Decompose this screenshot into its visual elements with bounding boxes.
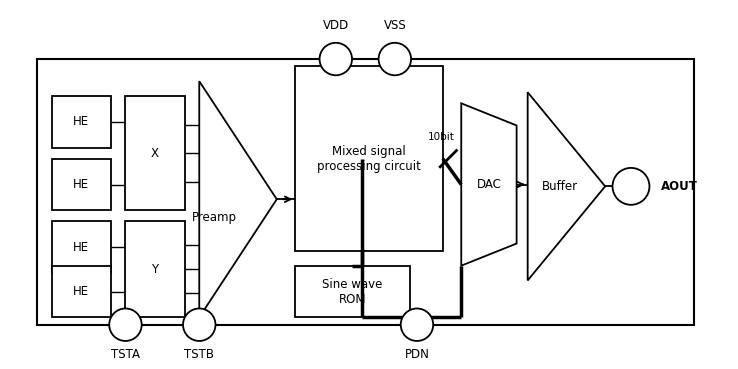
Text: VDD: VDD: [323, 19, 349, 32]
Polygon shape: [199, 81, 277, 317]
Text: HE: HE: [73, 115, 89, 128]
Ellipse shape: [613, 168, 649, 205]
Text: X: X: [151, 146, 159, 160]
Ellipse shape: [183, 308, 215, 341]
Text: Y: Y: [151, 263, 159, 276]
Ellipse shape: [401, 308, 433, 341]
Text: Mixed signal
processing circuit: Mixed signal processing circuit: [317, 145, 421, 173]
Bar: [295, 266, 410, 317]
Bar: [125, 221, 184, 317]
Text: DAC: DAC: [477, 178, 501, 191]
Ellipse shape: [320, 43, 352, 75]
Polygon shape: [461, 103, 517, 266]
Polygon shape: [528, 92, 605, 280]
Text: TSTA: TSTA: [111, 348, 140, 361]
Text: VSS: VSS: [384, 19, 406, 32]
Bar: [295, 66, 443, 251]
Text: Preamp: Preamp: [192, 211, 237, 224]
Text: TSTB: TSTB: [184, 348, 214, 361]
Text: HE: HE: [73, 178, 89, 191]
Bar: [52, 266, 111, 317]
Text: HE: HE: [73, 241, 89, 254]
Bar: [52, 221, 111, 273]
Ellipse shape: [109, 308, 142, 341]
Text: AOUT: AOUT: [661, 180, 697, 193]
Text: Sine wave
ROM: Sine wave ROM: [323, 277, 382, 306]
Text: Buffer: Buffer: [542, 180, 579, 193]
Text: 10bit: 10bit: [427, 131, 455, 142]
Bar: [52, 159, 111, 210]
Bar: [52, 96, 111, 148]
Ellipse shape: [379, 43, 411, 75]
Text: PDN: PDN: [404, 348, 430, 361]
Text: HE: HE: [73, 285, 89, 298]
Bar: [37, 59, 694, 325]
Bar: [125, 96, 184, 210]
